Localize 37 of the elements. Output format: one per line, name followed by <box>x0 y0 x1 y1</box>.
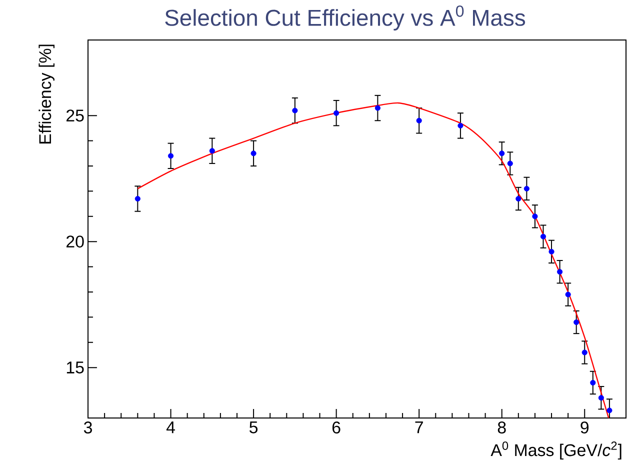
point <box>565 292 571 298</box>
point <box>606 408 612 414</box>
point <box>574 319 580 326</box>
x-tick-label: 3 <box>84 422 92 434</box>
x-tick-label: 4 <box>166 422 175 434</box>
x-tick-label: 9 <box>580 422 589 434</box>
point <box>557 269 563 275</box>
point <box>524 186 530 192</box>
x-tick-label: 5 <box>250 422 258 434</box>
y-tick-label: 20 <box>66 236 84 248</box>
point <box>374 105 380 111</box>
point <box>507 160 513 166</box>
x-tick-label: 8 <box>498 422 506 434</box>
point <box>516 196 522 202</box>
point <box>168 153 174 159</box>
point <box>598 395 604 401</box>
point <box>250 150 256 156</box>
chart-title: Selection Cut Efficiency vs A$^{0}$ Mass <box>165 6 526 30</box>
y-tick-label: 15 <box>66 362 84 374</box>
point <box>548 248 554 254</box>
x-tick-label: 6 <box>332 422 340 434</box>
point <box>540 234 546 240</box>
point <box>532 214 538 220</box>
line-series <box>137 102 610 418</box>
y-tick-label: 25 <box>66 110 84 122</box>
point <box>416 118 422 124</box>
x-axis-title: A$^{0}$ Mass [GeV/c$^{2}$] <box>490 442 622 460</box>
y-axis-title: Efficiency [%] <box>38 44 54 144</box>
point <box>292 108 298 114</box>
point <box>209 148 215 154</box>
point <box>590 380 596 386</box>
point <box>582 350 588 356</box>
point <box>334 110 340 116</box>
point <box>499 150 505 156</box>
point <box>134 196 140 202</box>
x-tick-label: 7 <box>415 422 423 434</box>
point <box>458 122 464 128</box>
